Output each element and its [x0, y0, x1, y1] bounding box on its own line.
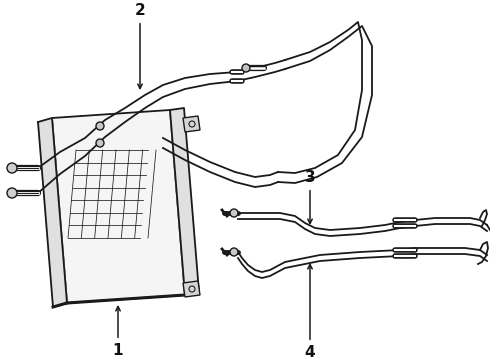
Circle shape [230, 248, 238, 256]
Polygon shape [183, 281, 200, 297]
Text: 4: 4 [305, 265, 315, 360]
Circle shape [242, 64, 250, 72]
Circle shape [230, 209, 238, 217]
Polygon shape [183, 116, 200, 132]
Polygon shape [170, 108, 199, 295]
Text: 3: 3 [305, 170, 315, 224]
Circle shape [96, 139, 104, 147]
Polygon shape [38, 118, 67, 307]
Circle shape [7, 188, 17, 198]
Circle shape [7, 163, 17, 173]
Text: 2: 2 [135, 3, 146, 89]
Text: 1: 1 [113, 306, 123, 358]
Polygon shape [52, 110, 185, 303]
Circle shape [96, 122, 104, 130]
